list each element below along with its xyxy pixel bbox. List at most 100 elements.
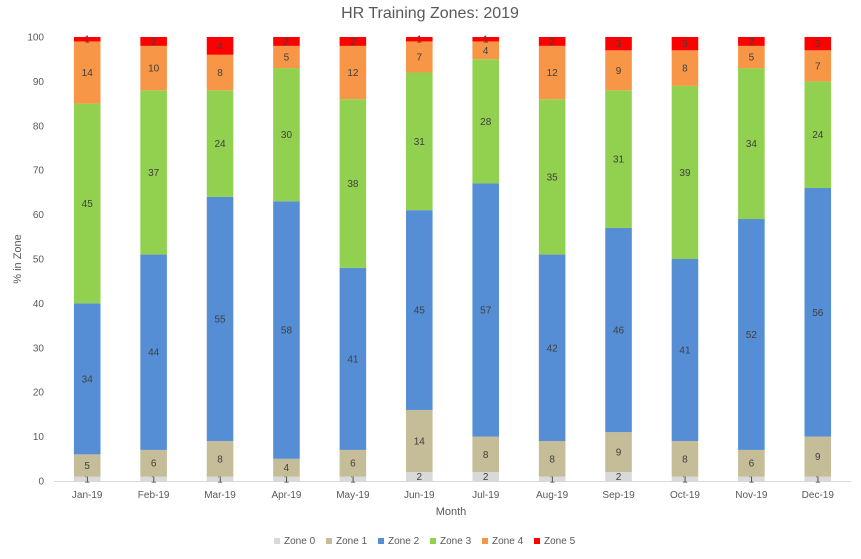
data-label: 3	[682, 39, 688, 50]
data-label: 1	[682, 474, 688, 485]
bar-segment-zone-2	[140, 254, 167, 450]
y-axis-label: % in Zone	[12, 234, 24, 284]
bar-segment-zone-4	[73, 41, 101, 104]
bar-segment-zone-5	[273, 37, 300, 46]
legend-item-label: Zone 2	[388, 536, 420, 547]
data-label: 9	[616, 448, 622, 459]
data-label: 2	[284, 37, 290, 48]
data-label: 14	[414, 437, 426, 448]
bar-segment-zone-3	[140, 90, 167, 255]
data-label: 2	[417, 472, 423, 483]
data-label: 1	[483, 35, 489, 46]
bar-segment-zone-1	[140, 449, 167, 477]
legend-swatch	[534, 538, 540, 544]
x-tick-label: Feb-19	[138, 490, 170, 501]
data-label: 1	[151, 474, 157, 485]
data-label: 5	[84, 461, 90, 472]
data-label: 12	[547, 68, 559, 79]
data-label: 1	[284, 474, 290, 485]
bar-segment-zone-3	[206, 90, 234, 197]
x-tick-label: Jun-19	[404, 490, 435, 501]
bar-segment-zone-4	[538, 45, 566, 100]
data-label: 14	[82, 68, 94, 79]
bar-segment-zone-1	[406, 409, 433, 473]
y-tick-label: 10	[33, 432, 45, 443]
bar-segment-zone-2	[206, 196, 234, 442]
bar-segment-zone-1	[273, 458, 300, 477]
bar-segment-zone-2	[605, 227, 632, 433]
data-label: 8	[217, 68, 223, 79]
x-tick-label: Aug-19	[536, 490, 569, 501]
data-label: 1	[815, 474, 821, 485]
bar-segment-zone-1	[804, 436, 832, 477]
data-label: 2	[151, 37, 157, 48]
data-label: 38	[347, 179, 359, 190]
bar-segment-zone-4	[206, 54, 234, 91]
bar-segment-zone-3	[472, 59, 499, 184]
data-label: 57	[480, 306, 492, 317]
x-tick-label: Jan-19	[72, 490, 103, 501]
bar-segment-zone-3	[538, 99, 566, 255]
data-label: 2	[549, 37, 555, 48]
legend-swatch	[430, 538, 436, 544]
data-label: 56	[812, 308, 824, 319]
bar-segment-zone-4	[339, 45, 367, 100]
bar-segment-zone-0	[738, 476, 765, 481]
legend-swatch	[482, 538, 488, 544]
x-tick-label: Sep-19	[602, 490, 635, 501]
data-label: 8	[483, 450, 489, 461]
bar-segment-zone-1	[605, 432, 632, 473]
data-label: 45	[414, 306, 426, 317]
y-tick-label: 90	[33, 77, 45, 88]
bar-segment-zone-5	[472, 37, 499, 42]
bar-segment-zone-4	[738, 45, 765, 69]
bar-segment-zone-2	[273, 201, 300, 459]
y-tick-label: 20	[33, 388, 45, 399]
data-label: 1	[417, 35, 423, 46]
data-label: 4	[217, 41, 223, 52]
legend-item-label: Zone 1	[336, 536, 368, 547]
data-label: 31	[613, 155, 625, 166]
bar-segment-zone-0	[406, 472, 433, 481]
chart-title: HR Training Zones: 2019	[341, 5, 519, 22]
data-label: 1	[549, 474, 555, 485]
bar-segment-zone-3	[273, 68, 300, 202]
data-label: 30	[281, 130, 293, 141]
legend-swatch	[326, 538, 332, 544]
bar-segment-zone-5	[738, 37, 765, 46]
data-label: 8	[682, 64, 688, 75]
y-tick-label: 40	[33, 299, 45, 310]
plot-area: 0102030405060708090100153445141Jan-19164…	[27, 33, 851, 501]
bar-segment-zone-5	[206, 37, 234, 55]
data-label: 34	[746, 139, 758, 150]
y-tick-label: 30	[33, 343, 45, 354]
x-tick-label: Apr-19	[271, 490, 301, 501]
y-tick-label: 80	[33, 121, 45, 132]
data-label: 6	[749, 459, 755, 470]
y-tick-label: 50	[33, 255, 45, 266]
data-label: 3	[616, 39, 622, 50]
bar-segment-zone-2	[738, 219, 765, 450]
y-tick-label: 70	[33, 166, 45, 177]
bar-segment-zone-4	[273, 45, 300, 69]
data-label: 41	[347, 354, 359, 365]
bar-segment-zone-5	[73, 37, 101, 42]
data-label: 7	[417, 52, 423, 63]
bar-segment-zone-5	[671, 37, 699, 51]
data-label: 1	[84, 35, 90, 46]
bar-segment-zone-1	[73, 454, 101, 477]
bar-segment-zone-5	[605, 37, 632, 51]
data-label: 28	[480, 117, 492, 128]
data-label: 4	[483, 46, 489, 57]
data-label: 6	[151, 459, 157, 470]
data-label: 55	[214, 314, 226, 325]
bar-segment-zone-5	[538, 37, 566, 46]
bar-segment-zone-4	[605, 50, 632, 91]
data-label: 5	[749, 52, 755, 63]
bar-segment-zone-0	[273, 476, 300, 481]
bar-segment-zone-3	[406, 72, 433, 211]
bar-segment-zone-0	[605, 472, 632, 481]
legend: Zone 0 Zone 1 Zone 2 Zone 3 Zone 4 Zone 5	[274, 536, 576, 547]
legend-swatch	[378, 538, 384, 544]
bar-segment-zone-1	[339, 449, 367, 477]
